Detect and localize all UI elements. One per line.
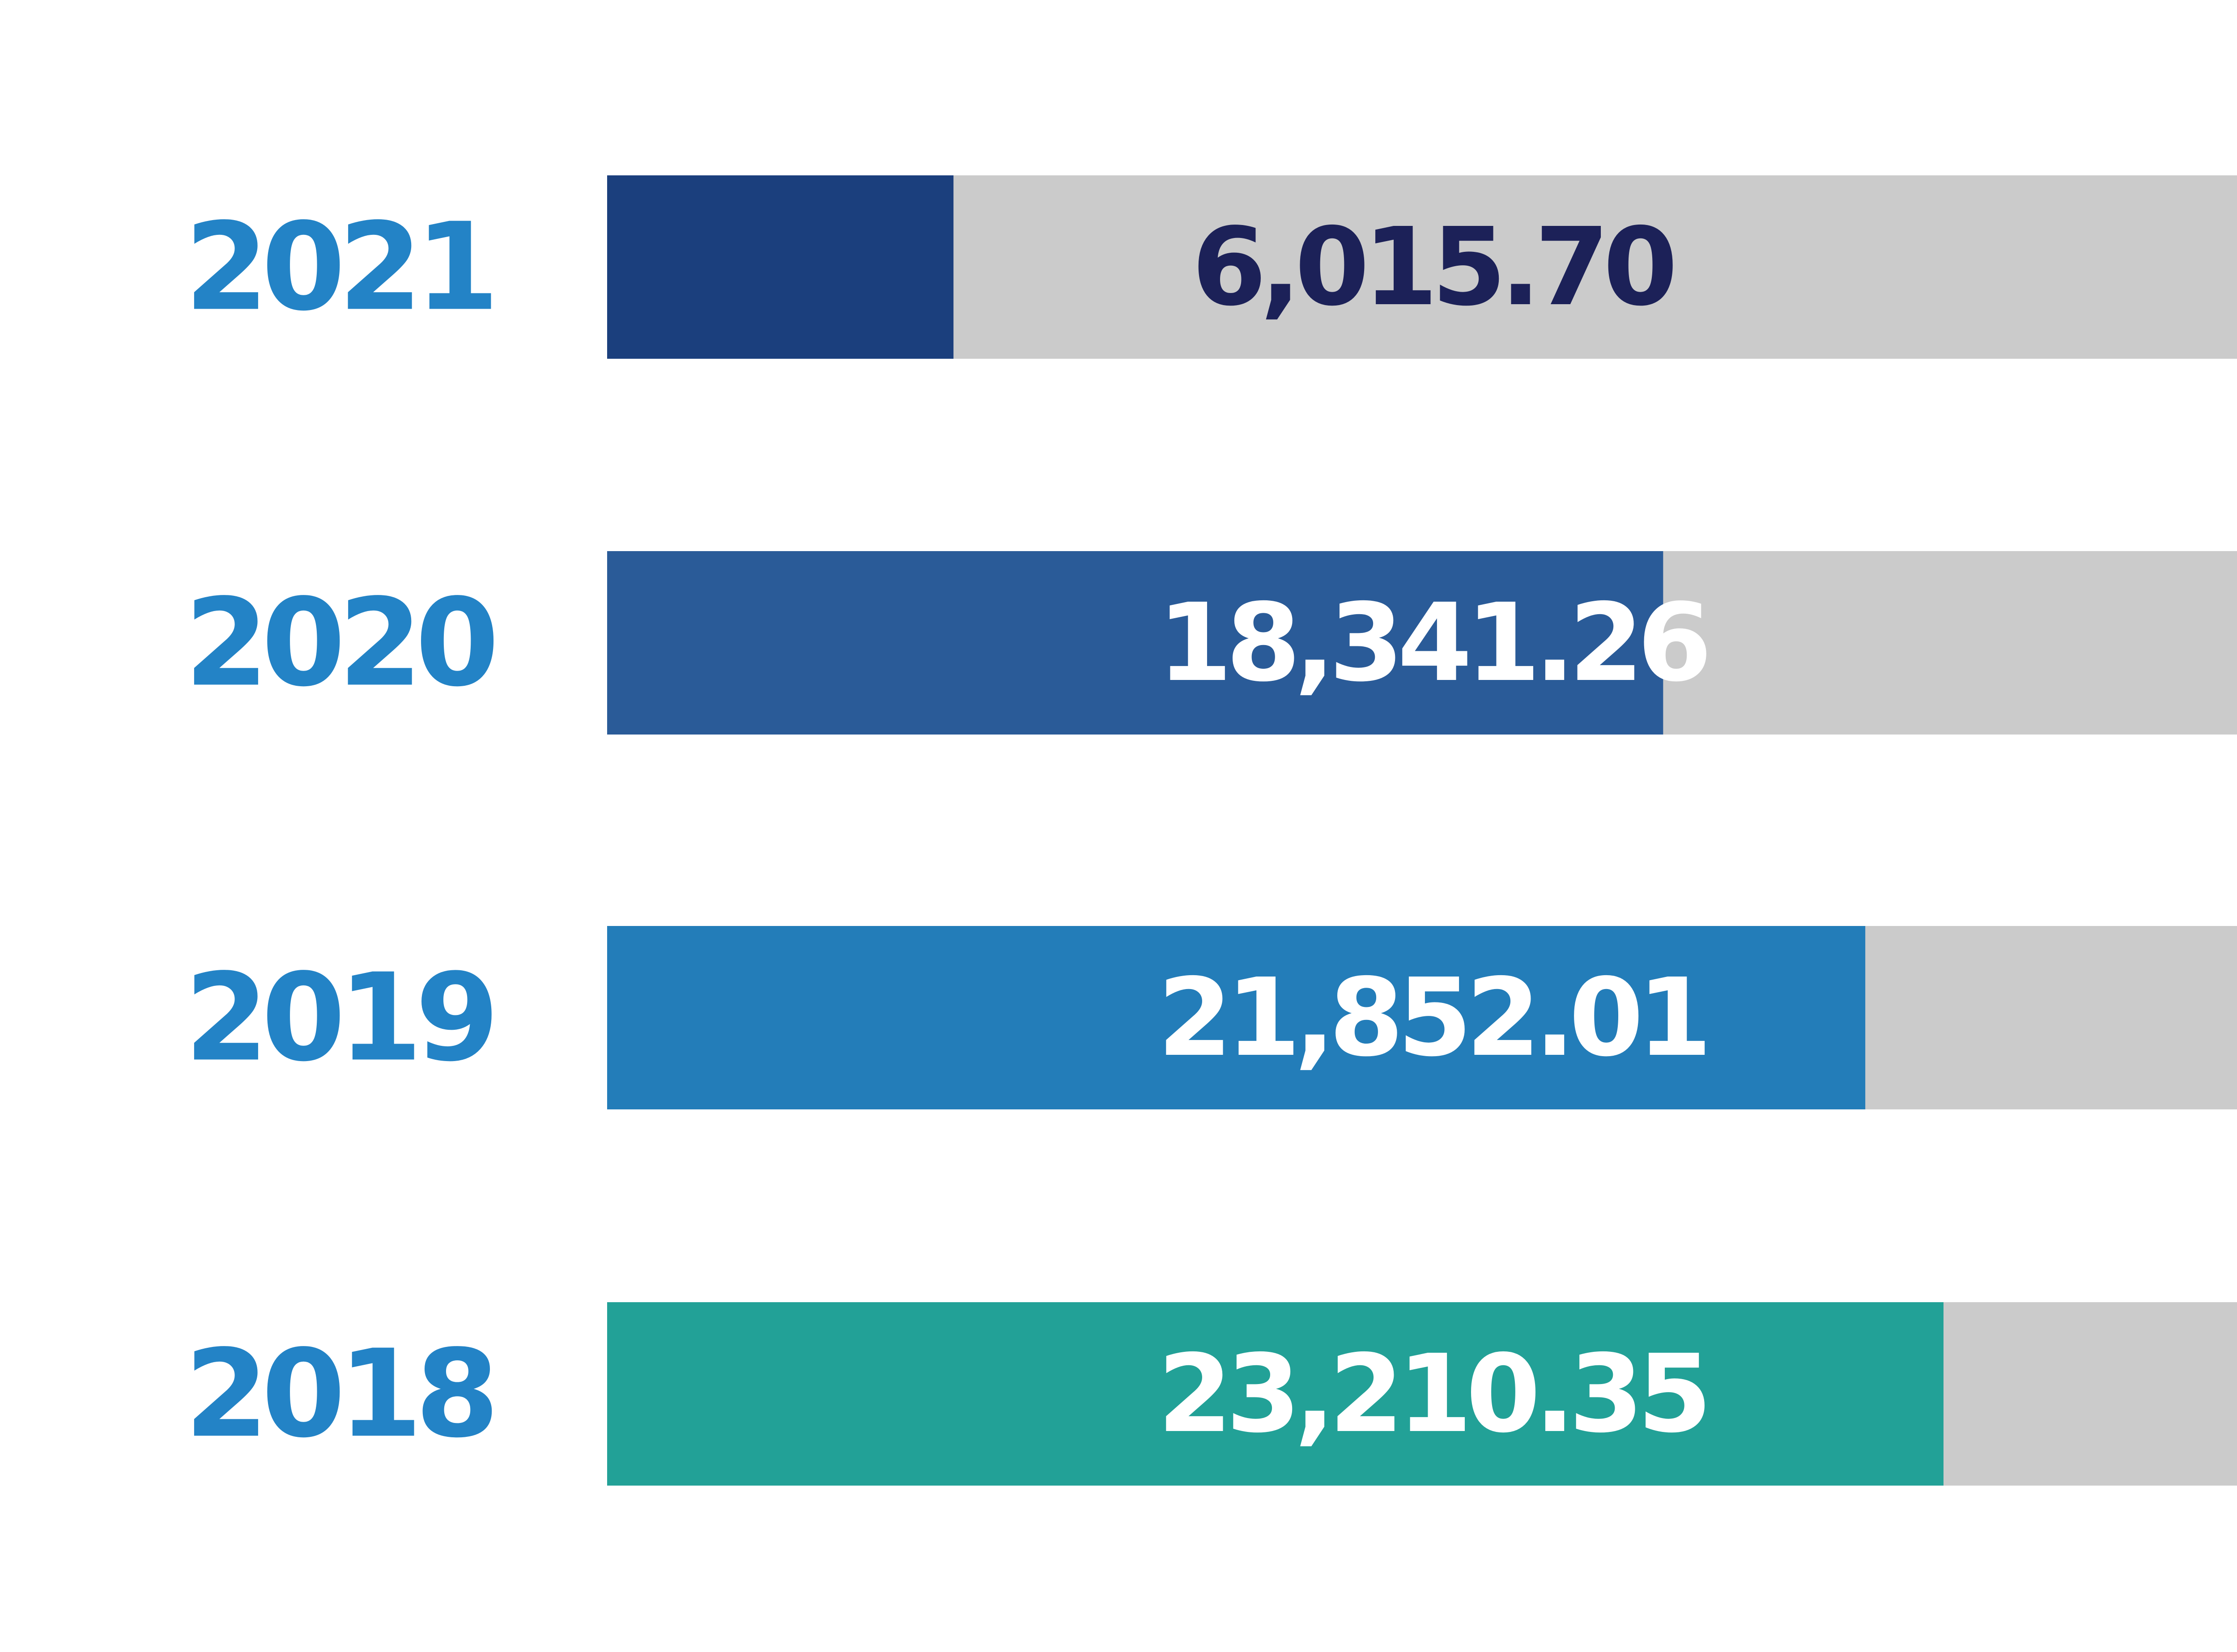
bar-row-2018: 2018 23,210.35 [185,1302,2237,1486]
value-label-2018: 23,210.35 [1157,1331,1705,1457]
bar-2019 [607,926,1866,1109]
bar-row-2019: 2019 21,852.01 [185,926,2237,1109]
year-label-2018: 2018 [185,1324,493,1465]
bar-2018 [607,1302,1944,1486]
bar-2021 [607,175,954,359]
value-label-2021: 6,015.70 [1192,204,1673,330]
year-label-2021: 2021 [185,197,493,338]
bar-2020 [607,551,1663,735]
bar-row-2021: 2021 6,015.70 [185,175,2237,359]
bar-row-2020: 2020 18,341.26 [185,551,2237,735]
year-label-2019: 2019 [185,947,493,1088]
year-label-2020: 2020 [185,573,495,713]
value-label-2019: 21,852.01 [1157,955,1705,1080]
value-label-2020: 18,341.26 [1157,580,1706,705]
